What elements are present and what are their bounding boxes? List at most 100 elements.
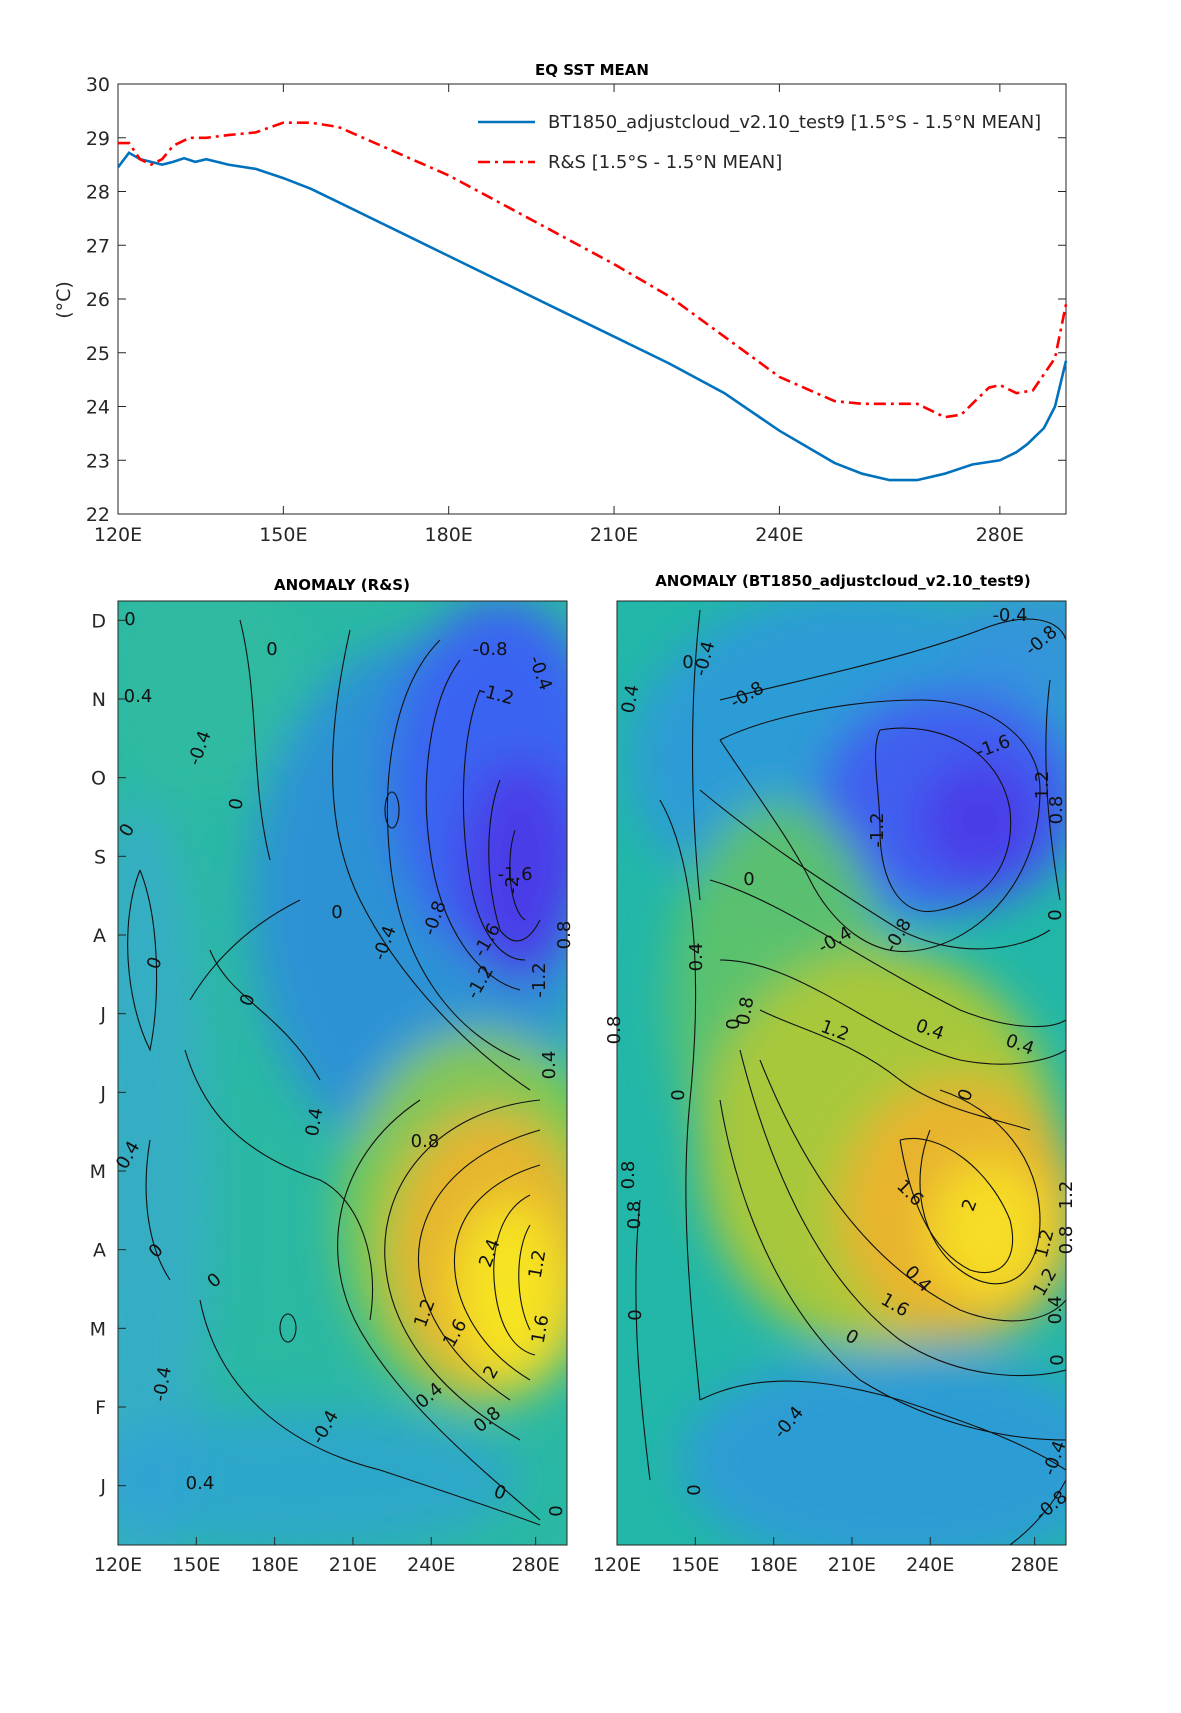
contour-label: 0 [743,869,754,890]
contour-label: 0 [682,652,693,673]
top-x-tick-label: 180E [425,524,473,546]
contour-label: 0 [546,1505,567,1516]
panel-y-tick-label: A [93,1240,106,1262]
panel-x-tick-label: 150E [172,1554,220,1576]
contour-label: 0.8 [411,1131,440,1152]
panel-y-tick-label: D [91,610,106,632]
panel-y-tick-label: M [90,1318,106,1340]
top-y-tick-label: 23 [86,450,110,472]
contour-label: 1.2 [1056,1181,1077,1210]
series-bt1850-line [116,151,1068,482]
top-x-tick-label: 280E [976,524,1024,546]
panel-y-tick-label: J [99,1476,106,1498]
panel-x-tick-label: 240E [906,1554,954,1576]
top-x-tick-label: 120E [94,524,142,546]
panel-y-tick-label: S [94,846,106,868]
top-x-tick-label: 210E [590,524,638,546]
panel-x-tick-label: 180E [250,1554,298,1576]
top-y-tick-label: 24 [86,397,110,419]
left-contours [127,619,541,1526]
top-chart-title: EQ SST MEAN [535,61,649,79]
top-x-tick-label: 150E [259,524,307,546]
contour-label: 0 [723,1018,744,1029]
panel-x-tick-label: 280E [1011,1554,1059,1576]
contour-label: 0.4 [618,683,644,715]
anomaly-rs-panel: ANOMALY (R&S) [90,576,575,1576]
panel-x-tick-label: 240E [407,1554,455,1576]
right-axis-ticks: 120E 150E 180E 210E 240E 280E [593,1537,1059,1576]
contour-label: 0.8 [1046,796,1067,825]
contour-label: 0.8 [554,921,575,950]
top-y-tick-label: 30 [86,74,110,96]
contour-label: 1.6 [528,1313,554,1345]
top-y-tick-label: 25 [86,343,110,365]
contour-label: 0 [225,797,248,812]
panel-y-tick-label: J [99,1004,106,1026]
right-panel-title: ANOMALY (BT1850_adjustcloud_v2.10_test9) [655,572,1031,590]
contour-label: 0.8 [624,1201,645,1230]
left-panel-title: ANOMALY (R&S) [274,576,410,594]
panel-x-tick-label: 150E [671,1554,719,1576]
left-heatmap-field [118,601,567,1545]
contour-label: -0.4 [992,605,1027,626]
contour-label: 0.8 [618,1161,639,1190]
top-y-tick-label: 29 [86,128,110,150]
sst-mean-plot: EQ SST MEAN 120E 150E 180E 210E 240E 280E 22 23… [53,61,1068,546]
contour-label: 0 [266,639,277,660]
contour-label: 0.4 [1045,1296,1066,1325]
panel-x-tick-label: 180E [749,1554,797,1576]
top-y-tick-label: 22 [86,504,110,526]
contour-label: 0.8 [604,1016,625,1045]
panel-x-tick-label: 120E [94,1554,142,1576]
top-x-tick-label: 240E [755,524,803,546]
contour-label: 0 [124,609,135,630]
contour-label: 1.2 [525,1248,551,1280]
panel-y-tick-label: N [92,689,106,711]
right-panel-frame [616,600,1067,1546]
contour-label: 0 [331,902,342,923]
contour-label: -1.2 [529,962,550,997]
legend-label-rs: R&S [1.5°S - 1.5°N MEAN] [548,152,782,173]
contour-label: -2 [502,876,523,894]
contour-label: 0.4 [186,1473,215,1494]
contour-label: 0 [684,1484,705,1495]
top-y-tick-label: 28 [86,182,110,204]
contour-label: 0.4 [124,686,153,707]
top-legend: BT1850_adjustcloud_v2.10_test9 [1.5°S - … [478,112,1041,173]
contour-label: 0.8 [733,995,759,1027]
panel-y-tick-label: A [93,925,106,947]
contour-label: 0 [625,1309,646,1320]
contour-label: 0.8 [1056,1226,1077,1255]
anomaly-bt1850-panel: ANOMALY (BT1850_adjustcloud_v2.10_test9) [593,572,1077,1576]
series-rs-line [118,121,1068,419]
panel-x-tick-label: 120E [593,1554,641,1576]
contour-label: 0.4 [686,943,707,972]
contour-label: -1.6 [497,864,532,885]
top-axis-ticks: 120E 150E 180E 210E 240E 280E 22 23 24 25 26 27 28 29… [86,74,1066,546]
contour-label: 0.4 [539,1051,560,1080]
top-plot-frame [117,83,1067,515]
panel-y-tick-label: F [95,1397,106,1419]
left-axis-ticks: 120E 150E 180E 210E 240E 280E J F M A M J J A S O N D [90,610,560,1576]
top-y-tick-label: 27 [86,235,110,257]
panel-x-tick-label: 210E [828,1554,876,1576]
contour-label: 0 [1045,909,1066,920]
panel-x-tick-label: 280E [512,1554,560,1576]
left-panel-frame [117,600,568,1546]
top-y-axis-label: (°C) [53,281,75,319]
contour-label: 0 [668,1089,689,1100]
contour-label: 0.4 [302,1106,328,1138]
contour-label: 0 [1047,1354,1068,1365]
legend-label-bt1850: BT1850_adjustcloud_v2.10_test9 [1.5°S - … [548,112,1041,133]
contour-label: -1.2 [867,812,888,847]
panel-y-tick-label: M [90,1161,106,1183]
panel-x-tick-label: 210E [329,1554,377,1576]
contour-label: -0.8 [472,639,507,660]
right-heatmap-field [617,601,1066,1545]
contour-label: 1.2 [1032,771,1053,800]
panel-y-tick-label: O [91,768,106,790]
panel-y-tick-label: J [99,1082,106,1104]
top-y-tick-label: 26 [86,289,110,311]
right-contours [635,609,1066,1545]
